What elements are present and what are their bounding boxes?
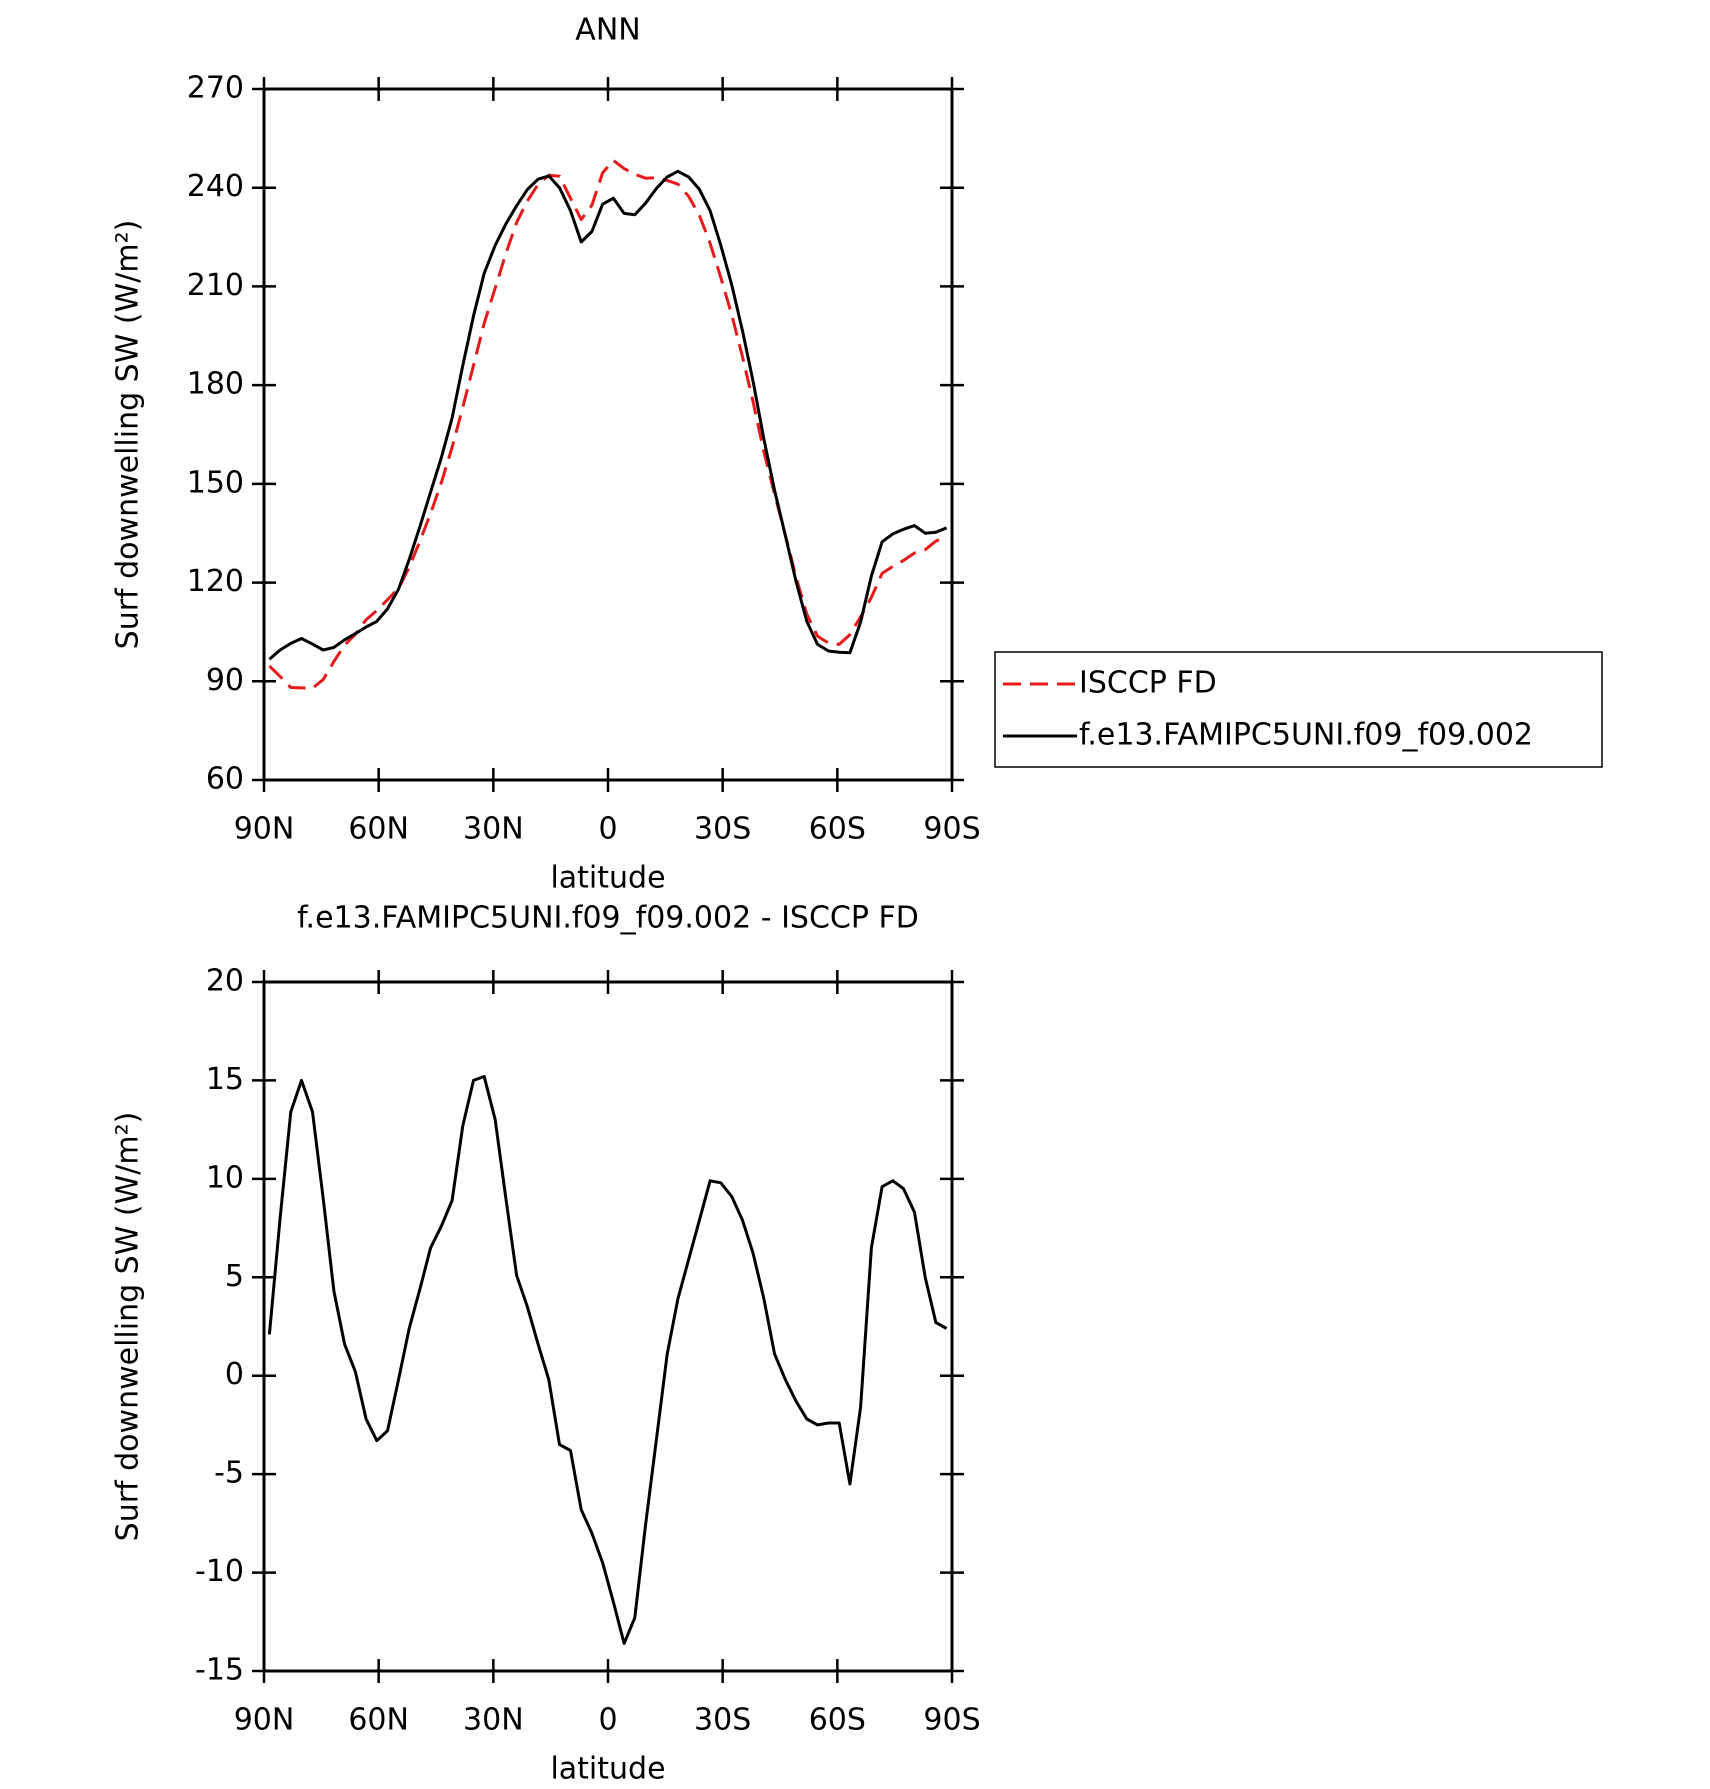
y-tick-label: 120 bbox=[187, 564, 244, 599]
x-axis-label: latitude bbox=[550, 861, 665, 896]
y-tick-label: 150 bbox=[187, 465, 244, 500]
y-tick-label: 210 bbox=[187, 268, 244, 303]
y-tick-label: -10 bbox=[195, 1554, 244, 1589]
legend-box bbox=[994, 651, 1603, 768]
chart-title: ANN bbox=[575, 13, 640, 48]
x-tick-label: 60S bbox=[809, 1703, 866, 1738]
y-tick-label: 180 bbox=[187, 367, 244, 402]
x-tick-label: 30S bbox=[694, 812, 751, 847]
x-tick-label: 0 bbox=[598, 812, 617, 847]
data-line bbox=[268, 169, 948, 661]
data-line bbox=[268, 158, 948, 690]
data-line bbox=[267, 1075, 948, 1645]
y-tick-label: 15 bbox=[206, 1062, 244, 1097]
y-tick-label: 240 bbox=[187, 169, 244, 204]
y-tick-label: 60 bbox=[206, 762, 244, 797]
plot-frame bbox=[262, 87, 954, 782]
plot-frame bbox=[262, 980, 954, 1673]
y-tick-label: -5 bbox=[214, 1456, 244, 1491]
y-tick-label: 20 bbox=[206, 964, 244, 999]
x-tick-label: 90S bbox=[923, 1703, 980, 1738]
x-tick-label: 0 bbox=[598, 1703, 617, 1738]
x-tick-label: 90S bbox=[923, 812, 980, 847]
x-tick-label: 30S bbox=[694, 1703, 751, 1738]
legend-label: ISCCP FD bbox=[1079, 666, 1217, 701]
chart-title: f.e13.FAMIPC5UNI.f09_f09.002 - ISCCP FD bbox=[297, 901, 919, 936]
y-axis-label: Surf downwelling SW (W/m²) bbox=[111, 1112, 146, 1542]
x-tick-label: 60N bbox=[348, 812, 409, 847]
y-tick-label: 270 bbox=[187, 71, 244, 106]
x-tick-label: 30N bbox=[463, 812, 524, 847]
y-tick-label: 0 bbox=[225, 1357, 244, 1392]
y-tick-label: 10 bbox=[206, 1160, 244, 1195]
y-axis-label: Surf downwelling SW (W/m²) bbox=[111, 220, 146, 650]
x-tick-label: 60N bbox=[348, 1703, 409, 1738]
y-tick-label: -15 bbox=[195, 1653, 244, 1688]
legend-label: f.e13.FAMIPC5UNI.f09_f09.002 bbox=[1079, 718, 1533, 753]
x-axis-label: latitude bbox=[550, 1752, 665, 1787]
x-tick-label: 90N bbox=[234, 812, 295, 847]
y-tick-label: 90 bbox=[206, 663, 244, 698]
y-tick-label: 5 bbox=[225, 1259, 244, 1294]
x-tick-label: 60S bbox=[809, 812, 866, 847]
x-tick-label: 90N bbox=[234, 1703, 295, 1738]
x-tick-label: 30N bbox=[463, 1703, 524, 1738]
